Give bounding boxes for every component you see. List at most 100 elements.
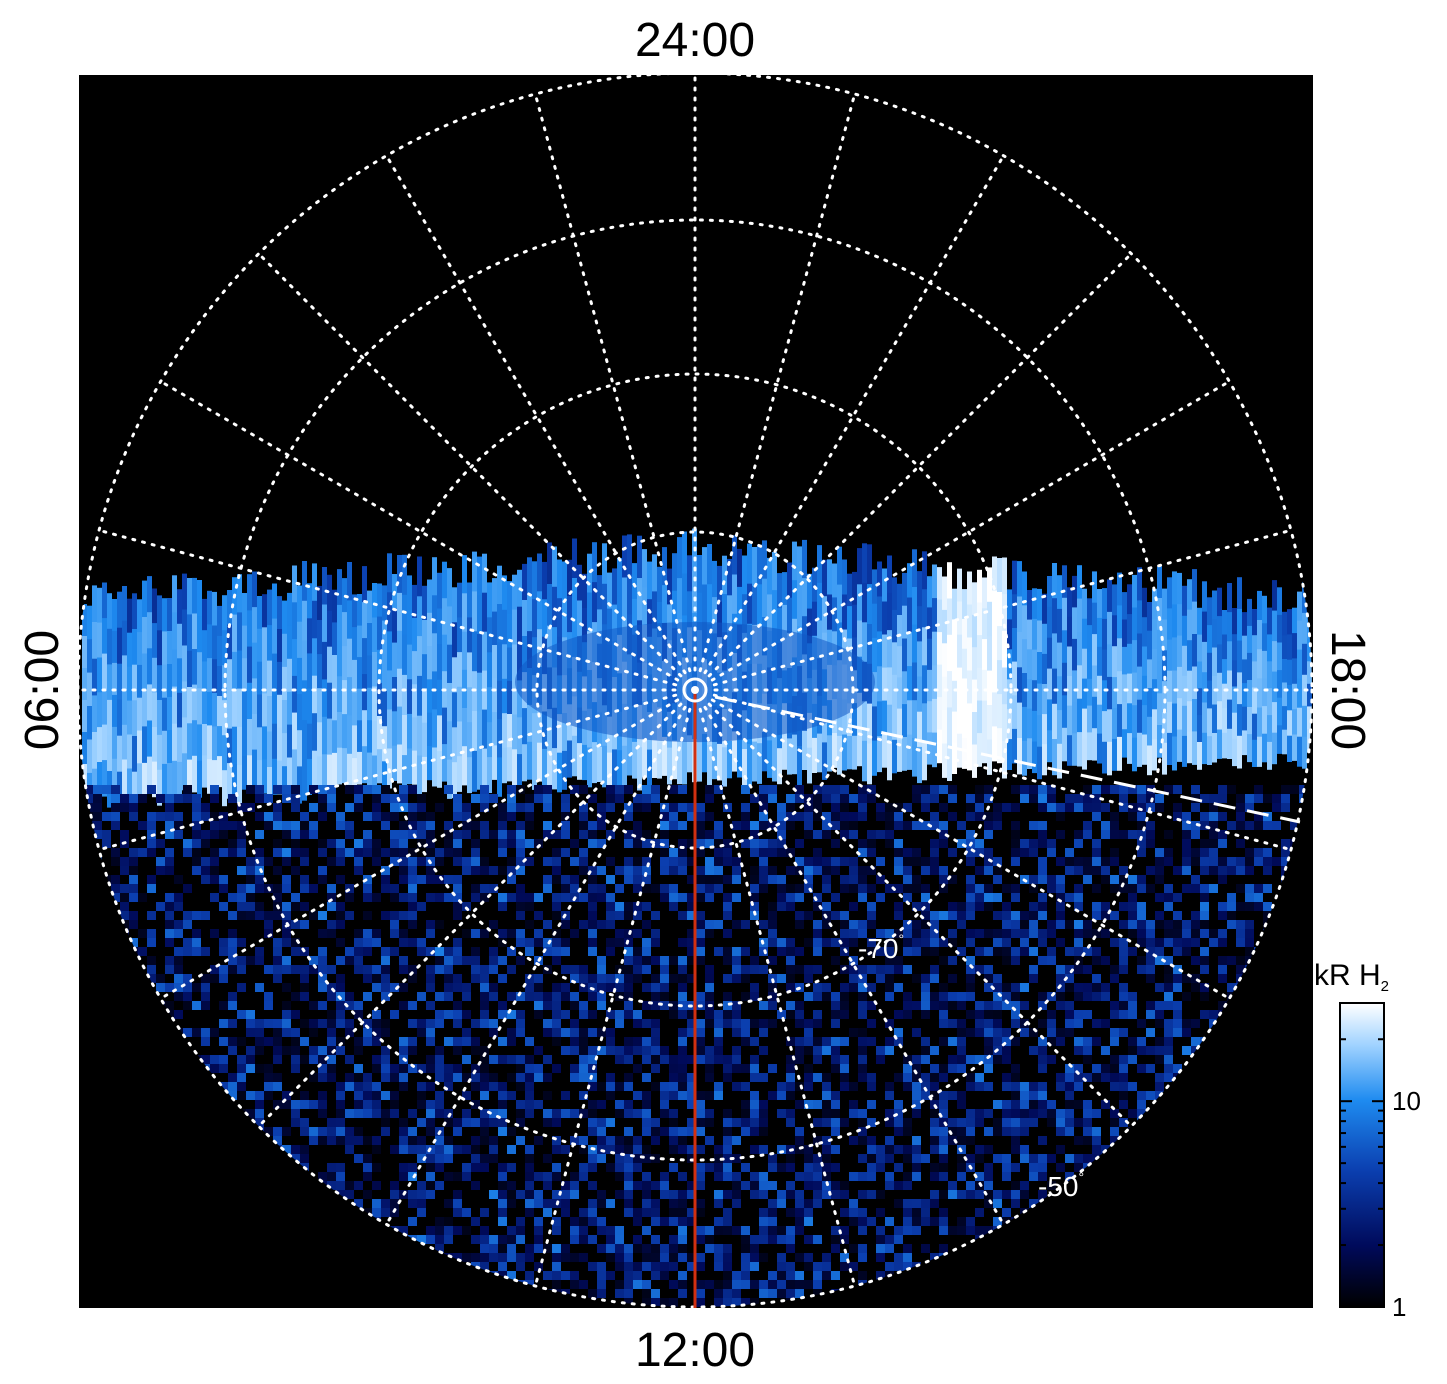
emission-cell	[982, 700, 987, 733]
emission-cell	[102, 653, 107, 691]
emission-cell	[1272, 794, 1281, 803]
emission-cell	[857, 548, 862, 586]
emission-cell	[750, 1145, 759, 1154]
emission-cell	[885, 992, 894, 1001]
emission-cell	[907, 734, 912, 770]
emission-cell	[363, 1019, 372, 1028]
emission-cell	[87, 739, 92, 774]
emission-cell	[687, 1028, 696, 1037]
emission-cell	[345, 911, 354, 920]
emission-cell	[363, 893, 372, 902]
emission-cell	[502, 575, 507, 611]
emission-cell	[219, 1055, 228, 1064]
emission-cell	[1237, 577, 1242, 610]
emission-cell	[417, 556, 422, 598]
emission-cell	[930, 794, 939, 803]
emission-cell	[867, 902, 876, 911]
emission-cell	[372, 1145, 381, 1154]
emission-cell	[273, 1073, 282, 1082]
emission-cell	[212, 692, 217, 728]
emission-cell	[372, 848, 381, 857]
emission-cell	[1202, 581, 1207, 613]
emission-cell	[282, 821, 291, 830]
emission-cell	[498, 1055, 507, 1064]
emission-cell	[1107, 579, 1112, 613]
emission-cell	[786, 884, 795, 893]
emission-cell	[1254, 821, 1263, 830]
emission-cell	[318, 875, 327, 884]
emission-cell	[903, 920, 912, 929]
emission-cell	[257, 596, 262, 630]
emission-cell	[327, 857, 336, 866]
emission-cell	[318, 812, 327, 821]
emission-cell	[1110, 830, 1119, 839]
emission-cell	[372, 794, 381, 803]
emission-cell	[997, 660, 1002, 696]
emission-cell	[552, 1010, 561, 1019]
emission-cell	[957, 1055, 966, 1064]
emission-cell	[597, 866, 606, 875]
emission-cell	[192, 577, 197, 615]
emission-cell	[273, 938, 282, 947]
emission-cell	[1027, 590, 1032, 621]
emission-cell	[660, 1172, 669, 1181]
emission-cell	[837, 622, 842, 662]
emission-cell	[561, 920, 570, 929]
emission-cell	[512, 679, 517, 716]
emission-cell	[939, 1136, 948, 1145]
emission-cell	[1182, 992, 1191, 1001]
emission-cell	[1257, 620, 1262, 651]
emission-cell	[462, 631, 467, 671]
emission-cell	[1173, 974, 1182, 983]
emission-cell	[408, 812, 417, 821]
emission-cell	[997, 728, 1002, 764]
emission-cell	[606, 902, 615, 911]
emission-cell	[897, 646, 902, 679]
emission-cell	[300, 965, 309, 974]
emission-cell	[1172, 703, 1177, 738]
emission-cell	[318, 1019, 327, 1028]
emission-cell	[132, 629, 137, 666]
emission-cell	[435, 1163, 444, 1172]
emission-cell	[516, 1019, 525, 1028]
emission-cell	[892, 609, 897, 644]
emission-cell	[1281, 794, 1290, 803]
emission-cell	[742, 555, 747, 596]
emission-cell	[408, 920, 417, 929]
emission-cell	[300, 875, 309, 884]
emission-cell	[632, 741, 637, 779]
emission-cell	[517, 680, 522, 719]
emission-cell	[1182, 866, 1191, 875]
emission-cell	[737, 548, 742, 588]
emission-cell	[1200, 965, 1209, 974]
emission-cell	[165, 956, 174, 965]
emission-cell	[498, 839, 507, 848]
emission-cell	[975, 1073, 984, 1082]
emission-cell	[1218, 812, 1227, 821]
emission-cell	[307, 758, 312, 795]
emission-cell	[302, 759, 307, 801]
emission-cell	[831, 1145, 840, 1154]
emission-cell	[525, 803, 534, 812]
emission-cell	[1182, 947, 1191, 956]
emission-cell	[894, 884, 903, 893]
emission-cell	[939, 1037, 948, 1046]
emission-cell	[1056, 1073, 1065, 1082]
emission-cell	[1137, 1037, 1146, 1046]
emission-cell	[327, 646, 332, 684]
emission-cell	[921, 929, 930, 938]
emission-cell	[444, 1109, 453, 1118]
emission-cell	[534, 1136, 543, 1145]
emission-cell	[1177, 666, 1182, 700]
emission-cell	[372, 983, 381, 992]
emission-cell	[172, 723, 177, 762]
emission-cell	[417, 1118, 426, 1127]
emission-cell	[669, 857, 678, 866]
emission-cell	[669, 974, 678, 983]
emission-cell	[669, 884, 678, 893]
emission-cell	[972, 712, 977, 746]
emission-cell	[547, 750, 552, 794]
emission-cell	[92, 622, 97, 660]
emission-cell	[543, 920, 552, 929]
emission-cell	[1083, 1073, 1092, 1082]
